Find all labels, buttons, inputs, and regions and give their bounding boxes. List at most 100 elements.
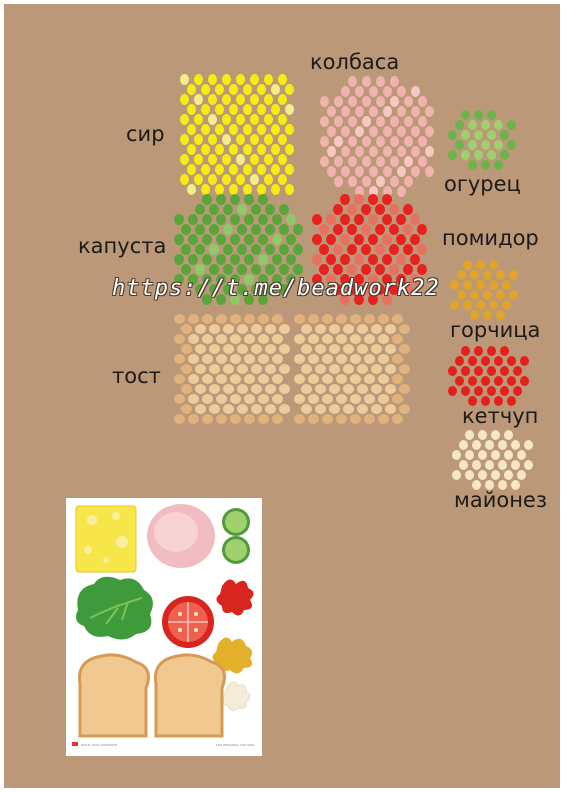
bead — [327, 126, 336, 137]
bead — [237, 384, 248, 394]
bead — [336, 334, 347, 344]
label-mustard: горчица — [450, 318, 541, 342]
bead — [390, 136, 399, 147]
bead — [257, 184, 266, 195]
bead — [382, 214, 392, 225]
bead — [355, 146, 364, 157]
bead — [465, 470, 474, 480]
bead — [244, 274, 254, 285]
bead — [215, 144, 224, 155]
bead — [194, 134, 203, 145]
bead — [350, 334, 361, 344]
bead — [411, 106, 420, 117]
bead — [355, 86, 364, 97]
bead — [497, 440, 507, 450]
bead — [497, 480, 507, 490]
bead — [347, 244, 357, 255]
bead — [523, 440, 533, 450]
bead — [188, 394, 199, 404]
bead — [258, 414, 269, 424]
bead — [188, 334, 199, 344]
bead — [293, 264, 303, 275]
bead — [230, 374, 241, 384]
bead — [181, 344, 192, 354]
bead — [195, 204, 205, 215]
bead — [244, 334, 255, 344]
bead — [383, 86, 392, 97]
bead — [202, 254, 212, 265]
bead — [329, 344, 340, 354]
bead — [410, 234, 420, 245]
bead — [174, 334, 185, 344]
bead — [404, 156, 413, 167]
bead — [244, 214, 254, 225]
bead — [368, 194, 378, 205]
bead — [174, 214, 184, 225]
bead — [265, 284, 275, 295]
bead — [474, 386, 483, 396]
bead — [251, 384, 262, 394]
bead — [392, 374, 403, 384]
label-sausage: колбаса — [310, 50, 400, 74]
bead — [327, 146, 336, 157]
bead — [369, 146, 378, 157]
mayo-splat-illustration — [222, 681, 251, 712]
bead — [250, 94, 259, 105]
bead — [340, 214, 350, 225]
bead — [222, 74, 231, 85]
bead — [418, 116, 427, 127]
bead — [194, 154, 203, 165]
bead — [216, 374, 227, 384]
bead — [403, 204, 413, 215]
bead — [223, 344, 234, 354]
bead — [322, 314, 333, 324]
bead — [236, 94, 245, 105]
bead — [392, 354, 403, 364]
watermark: https://t.me/beadwork22 — [112, 276, 440, 301]
bead — [174, 394, 185, 404]
bead — [326, 274, 336, 285]
bead — [285, 84, 294, 95]
bead — [519, 356, 529, 366]
label-cheese: сир — [126, 122, 165, 146]
bead — [354, 254, 364, 265]
bead — [264, 154, 273, 165]
bead — [378, 354, 389, 364]
bead — [264, 94, 273, 105]
bead — [258, 274, 268, 285]
bead — [258, 194, 268, 205]
bead — [223, 264, 233, 275]
bead — [491, 470, 500, 480]
bead — [397, 106, 406, 117]
bead — [187, 184, 196, 195]
bead — [230, 354, 241, 364]
bead — [208, 114, 217, 125]
bead — [454, 356, 464, 366]
bead — [461, 366, 470, 376]
bead — [476, 280, 485, 290]
bead — [195, 224, 205, 235]
bead — [368, 294, 378, 305]
bread-slice-right-illustration — [153, 653, 226, 738]
bead — [202, 274, 212, 285]
bead — [188, 214, 198, 225]
bead — [294, 414, 305, 424]
bead — [480, 356, 490, 366]
reference-printable-sheet: BUILD YOUR SANDWICH FOR PERSONAL USE ONL… — [66, 498, 262, 756]
bead — [403, 264, 413, 275]
bead — [222, 154, 231, 165]
bead — [223, 364, 234, 374]
bead — [382, 254, 392, 265]
bead — [371, 364, 382, 374]
bead — [350, 314, 361, 324]
bead — [237, 224, 247, 235]
bead — [236, 134, 245, 145]
bead — [382, 234, 392, 245]
bead — [180, 114, 189, 125]
bead — [471, 440, 481, 450]
bead — [202, 394, 213, 404]
bead — [209, 284, 219, 295]
bead — [195, 284, 205, 295]
bead — [348, 176, 357, 187]
bead — [229, 184, 238, 195]
